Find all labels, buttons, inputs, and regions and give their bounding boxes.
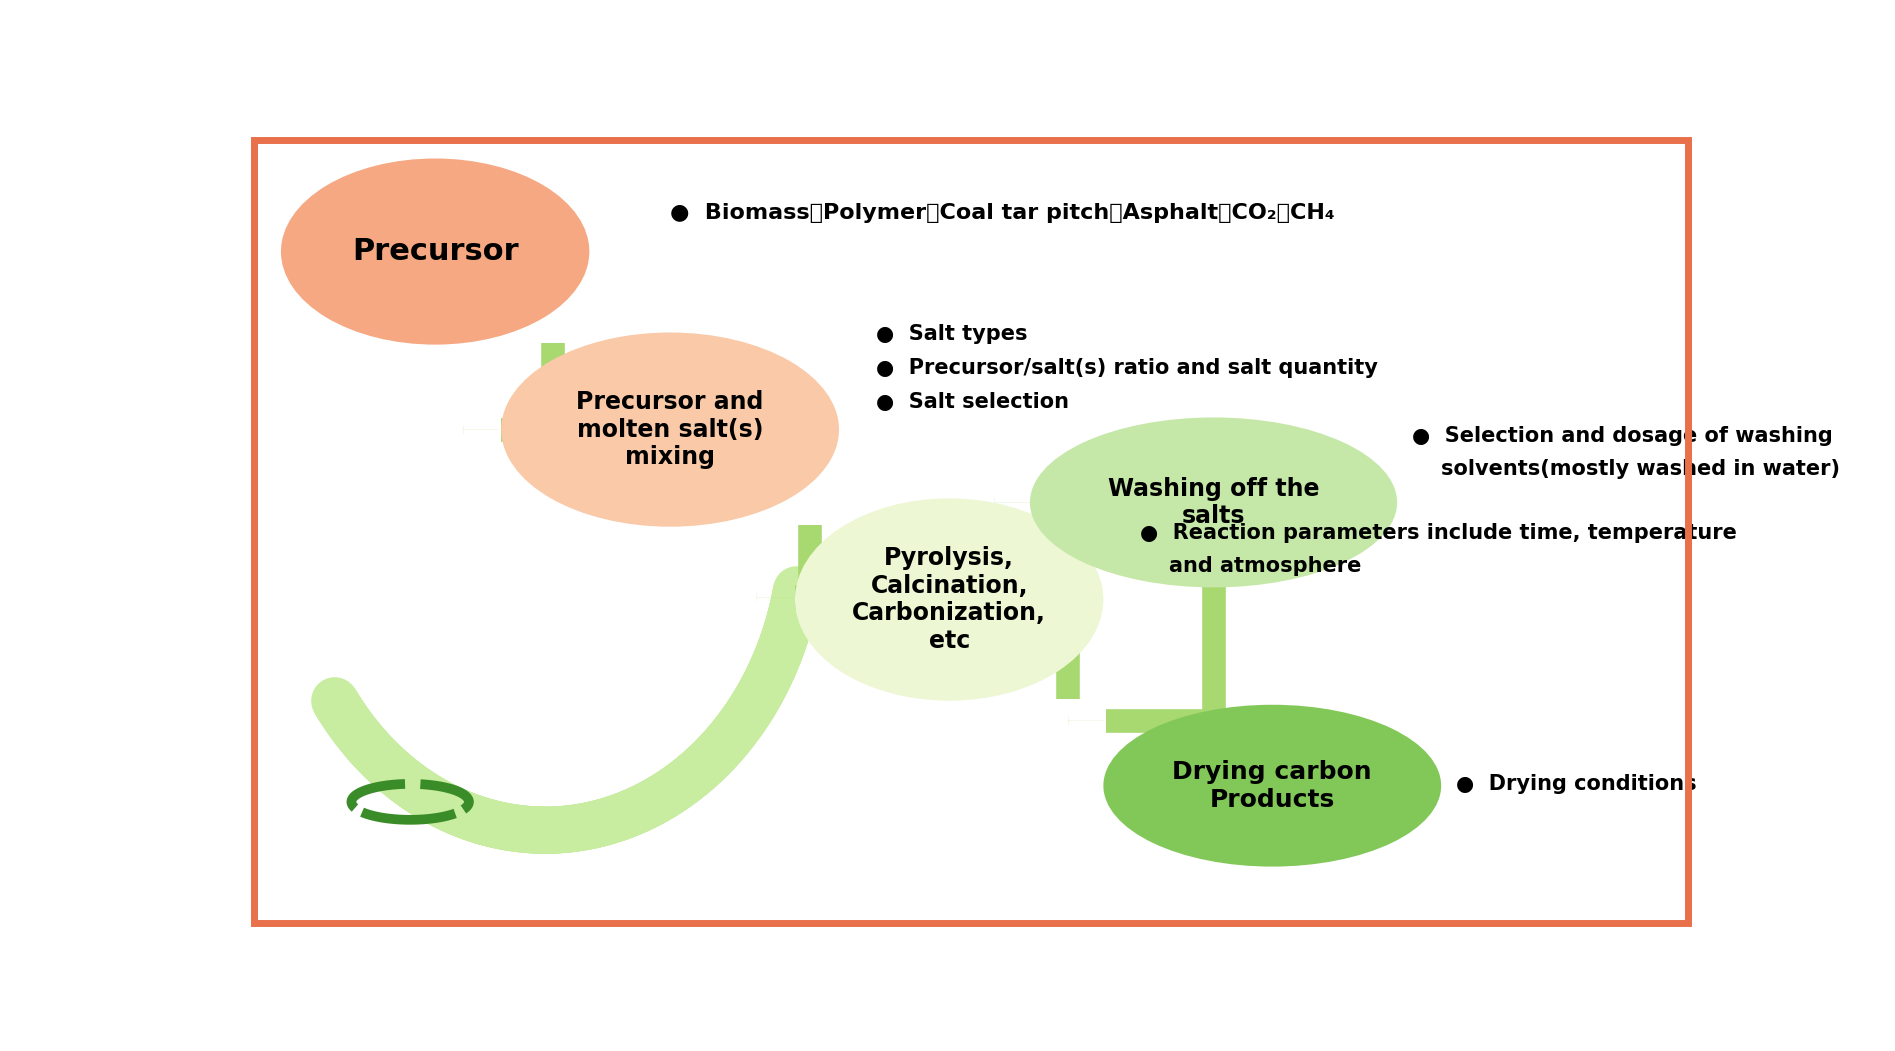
Text: ●  Reaction parameters include time, temperature
    and atmosphere: ● Reaction parameters include time, temp…: [1141, 522, 1738, 576]
Text: Precursor and
molten salt(s)
mixing: Precursor and molten salt(s) mixing: [576, 390, 764, 470]
Ellipse shape: [1029, 417, 1397, 588]
Text: ●  Selection and dosage of washing
    solvents(mostly washed in water): ● Selection and dosage of washing solven…: [1412, 426, 1840, 479]
Text: Drying carbon
Products: Drying carbon Products: [1173, 760, 1372, 811]
Text: Pyrolysis,
Calcination,
Carbonization,
etc: Pyrolysis, Calcination, Carbonization, e…: [853, 545, 1046, 654]
Text: Washing off the
salts: Washing off the salts: [1109, 476, 1319, 529]
Ellipse shape: [280, 159, 589, 345]
Ellipse shape: [500, 332, 839, 527]
Text: ●  Salt types
●  Precursor/salt(s) ratio and salt quantity
●  Salt selection: ● Salt types ● Precursor/salt(s) ratio a…: [875, 325, 1378, 412]
Text: ●  Drying conditions: ● Drying conditions: [1455, 774, 1696, 794]
Ellipse shape: [794, 498, 1103, 701]
Text: ●  Biomass、Polymer、Coal tar pitch、Asphalt、CO₂、CH₄: ● Biomass、Polymer、Coal tar pitch、Asphalt…: [671, 203, 1334, 223]
Ellipse shape: [1103, 705, 1440, 867]
Text: Precursor: Precursor: [352, 238, 519, 266]
